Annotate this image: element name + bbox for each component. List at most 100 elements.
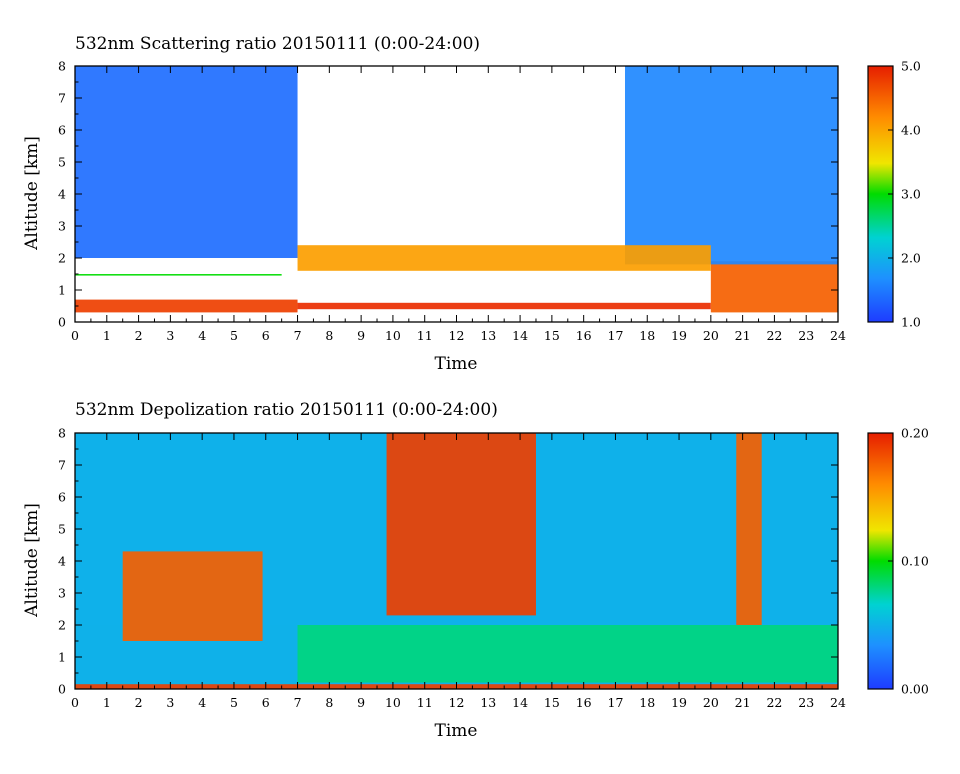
x-tick-label: 12	[449, 328, 465, 343]
x-tick-label: 1	[103, 328, 111, 343]
x-tick-label: 7	[294, 328, 302, 343]
x-tick-label: 16	[576, 695, 592, 710]
x-tick-label: 6	[262, 328, 270, 343]
x-tick-label: 20	[703, 328, 719, 343]
y-tick-label: 6	[58, 123, 66, 138]
colorbar-tick-label: 5.0	[901, 59, 921, 74]
x-tick-label: 16	[576, 328, 592, 343]
colorbar-tick-label: 3.0	[901, 187, 921, 202]
x-tick-label: 6	[262, 695, 270, 710]
scattering-y-axis-label: Altitude [km]	[22, 136, 42, 251]
heatmap-cell-columns	[122, 551, 263, 641]
x-tick-label: 8	[325, 328, 333, 343]
x-tick-label: 19	[671, 328, 687, 343]
x-tick-label: 8	[325, 695, 333, 710]
heatmap-cell-boundary-layer	[710, 261, 838, 313]
scattering-title: 532nm Scattering ratio 20150111 (0:00-24…	[75, 34, 480, 54]
depolarization-ratio-panel: 532nm Depolization ratio 20150111 (0:00-…	[22, 400, 929, 741]
x-tick-label: 4	[198, 328, 206, 343]
y-tick-label: 8	[58, 59, 66, 74]
scattering-axes: 0 1 2 3 4 5 6 7 8 9 10 11 12 13 14 15 16 17 18 19 20 21 22 23 24…	[58, 59, 846, 344]
y-tick-label: 3	[58, 219, 66, 234]
x-tick-label: 11	[417, 328, 433, 343]
scattering-x-axis-label: Time	[435, 354, 478, 374]
colorbar-tick-label: 0.10	[901, 554, 929, 569]
x-tick-label: 23	[798, 695, 814, 710]
heatmap-cell-cloud-base	[297, 245, 711, 271]
x-tick-label: 2	[135, 695, 143, 710]
heatmap-cell-high-depolarization	[386, 433, 536, 616]
depolarization-x-axis-label: Time	[435, 721, 478, 741]
x-tick-label: 9	[357, 328, 365, 343]
y-tick-label: 3	[58, 586, 66, 601]
x-tick-label: 13	[480, 328, 496, 343]
y-tick-label: 2	[58, 251, 66, 266]
heatmap-cell-boundary-layer	[297, 302, 711, 310]
heatmap-cell-boundary-layer	[75, 299, 298, 313]
x-tick-label: 15	[544, 695, 560, 710]
y-tick-label: 5	[58, 155, 66, 170]
x-tick-label: 18	[639, 328, 655, 343]
x-tick-label: 10	[385, 328, 401, 343]
scattering-ratio-panel: 532nm Scattering ratio 20150111 (0:00-24…	[22, 34, 921, 374]
x-tick-label: 0	[71, 328, 79, 343]
depolarization-colorbar: 0.00 0.10 0.20	[867, 426, 929, 697]
x-tick-label: 7	[294, 695, 302, 710]
x-tick-label: 3	[166, 328, 174, 343]
heatmap-cell-boundary-layer	[297, 625, 839, 683]
y-tick-label: 1	[58, 650, 66, 665]
y-tick-label: 8	[58, 426, 66, 441]
x-tick-label: 23	[798, 328, 814, 343]
y-tick-label: 0	[58, 315, 66, 330]
y-tick-label: 4	[58, 187, 66, 202]
heatmap-cell-upper-layer	[624, 66, 838, 265]
x-tick-label: 19	[671, 695, 687, 710]
x-tick-label: 15	[544, 328, 560, 343]
colorbar-tick-label: 1.0	[901, 315, 921, 330]
colorbar-tick-label: 2.0	[901, 251, 921, 266]
y-tick-label: 4	[58, 554, 66, 569]
x-tick-label: 18	[639, 695, 655, 710]
heatmap-cell-columns	[736, 433, 762, 625]
scattering-heatmap	[75, 66, 838, 322]
x-tick-label: 5	[230, 328, 238, 343]
x-tick-label: 13	[480, 695, 496, 710]
x-tick-label: 9	[357, 695, 365, 710]
x-tick-label: 12	[449, 695, 465, 710]
scattering-colorbar: 1.0 2.0 3.0 4.0 5.0	[867, 59, 921, 330]
x-tick-label: 3	[166, 695, 174, 710]
y-tick-label: 2	[58, 618, 66, 633]
depolarization-title: 532nm Depolization ratio 20150111 (0:00-…	[75, 400, 498, 420]
colorbar-tick-label: 0.20	[901, 426, 929, 441]
x-tick-label: 11	[417, 695, 433, 710]
y-tick-label: 5	[58, 522, 66, 537]
x-tick-label: 20	[703, 695, 719, 710]
x-tick-label: 22	[766, 328, 782, 343]
x-tick-label: 5	[230, 695, 238, 710]
x-tick-label: 14	[512, 328, 528, 343]
x-tick-label: 24	[830, 328, 846, 343]
heatmap-cell-upper-layer	[75, 66, 298, 258]
y-tick-label: 6	[58, 490, 66, 505]
x-tick-label: 21	[735, 328, 751, 343]
x-tick-label: 17	[608, 328, 624, 343]
y-tick-label: 1	[58, 283, 66, 298]
heatmap-cell-cloud-base	[75, 274, 282, 276]
x-tick-label: 2	[135, 328, 143, 343]
x-tick-label: 1	[103, 695, 111, 710]
y-tick-label: 7	[58, 458, 66, 473]
x-tick-label: 4	[198, 695, 206, 710]
x-tick-label: 14	[512, 695, 528, 710]
x-tick-label: 24	[830, 695, 846, 710]
y-tick-label: 0	[58, 682, 66, 697]
x-tick-label: 17	[608, 695, 624, 710]
colorbar-tick-label: 0.00	[901, 682, 929, 697]
x-tick-label: 0	[71, 695, 79, 710]
depolarization-y-axis-label: Altitude [km]	[22, 503, 42, 618]
x-tick-label: 22	[766, 695, 782, 710]
depolarization-axes: 0 1 2 3 4 5 6 7 8 9 10 11 12 13 14 15 16 17 18 19 20 21 22 23 24…	[58, 426, 846, 711]
y-tick-label: 7	[58, 91, 66, 106]
colorbar-tick-label: 4.0	[901, 123, 921, 138]
depolarization-heatmap	[75, 433, 839, 689]
